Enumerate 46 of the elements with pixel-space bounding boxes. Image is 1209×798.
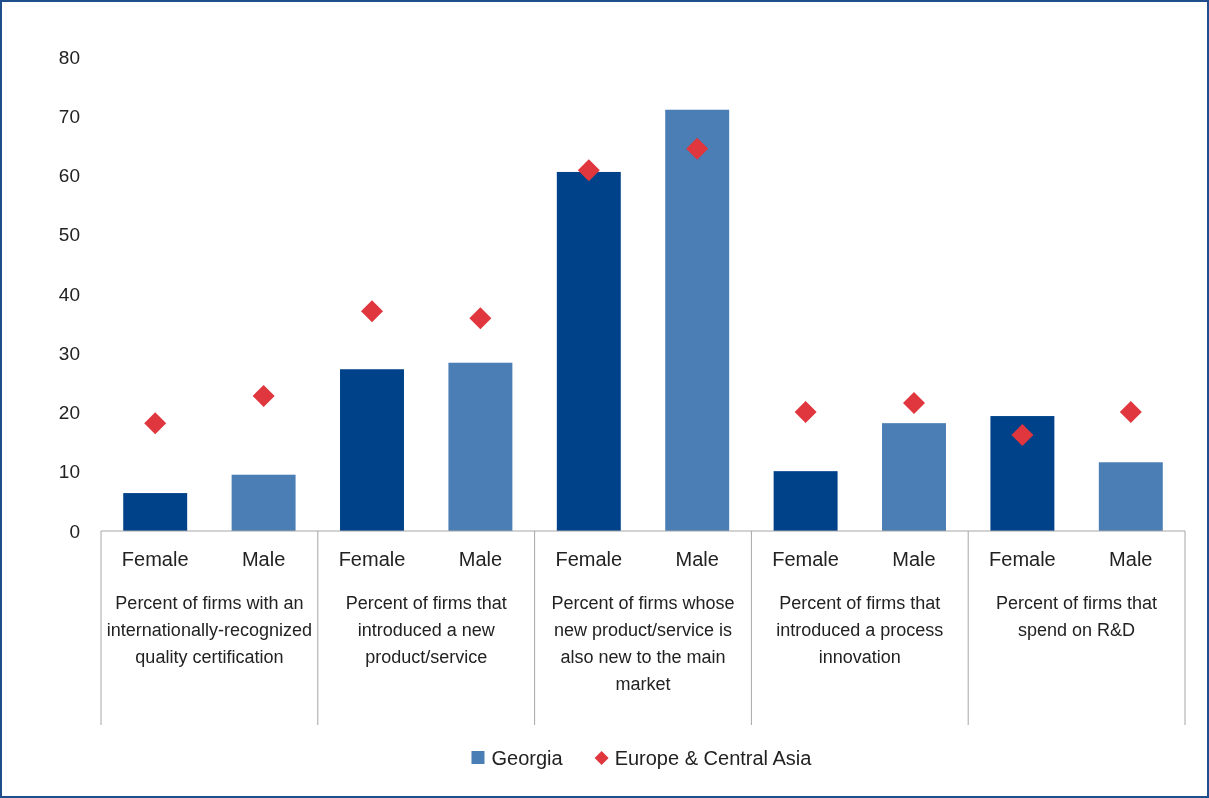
bar: [123, 493, 188, 531]
legend-label: Europe & Central Asia: [614, 747, 813, 769]
bar: [665, 109, 730, 531]
x-tick-label: Female: [555, 548, 623, 570]
y-tick-label: 50: [58, 224, 80, 246]
point: [903, 392, 925, 415]
text: Percent of firms that introduced a process innovation: [776, 593, 944, 667]
x-tick-label: Male: [675, 548, 719, 570]
x-tick-label: Male: [892, 548, 936, 570]
x-tick-label: Female: [121, 548, 189, 570]
text: Percent of firms that introduced a new product/service: [345, 593, 507, 667]
y-tick-label: 60: [58, 165, 80, 187]
x-tick-label: Female: [772, 548, 839, 570]
y-tick-label: 20: [58, 402, 80, 424]
bar: [556, 171, 621, 531]
point: [361, 300, 383, 323]
bar: [231, 474, 296, 531]
bar: [1098, 462, 1163, 531]
y-tick-label: 80: [58, 46, 80, 68]
bar: [990, 416, 1055, 531]
y-tick-label: 40: [58, 283, 80, 305]
point: [469, 307, 492, 330]
point: [686, 137, 709, 160]
point: [252, 384, 275, 407]
y-tick-label: 70: [58, 105, 80, 127]
point: [1011, 424, 1034, 447]
text: Percent of firms whose new product/service is also new to the main market: [551, 593, 735, 694]
text: Percent of firms with an internationally-recognized quality certification: [106, 593, 312, 667]
x-tick-label: Female: [989, 548, 1056, 570]
x-tick-label: Male: [458, 548, 503, 570]
text: Percent of firms that spend on R&D: [996, 593, 1158, 640]
point: [1119, 400, 1142, 423]
y-tick-label: 30: [58, 342, 80, 364]
bar: [773, 471, 838, 531]
point: [794, 400, 817, 423]
y-tick-label: 0: [69, 520, 80, 542]
x-tick-label: Female: [338, 548, 406, 570]
point: [144, 412, 167, 435]
bar: [340, 369, 404, 531]
bar: [882, 423, 946, 531]
x-tick-label: Male: [1109, 548, 1153, 570]
legend-label: Georgia: [491, 747, 564, 769]
point: [577, 159, 600, 182]
bar: [448, 362, 513, 531]
y-tick-label: 10: [58, 461, 80, 483]
x-tick-label: Male: [241, 548, 286, 570]
